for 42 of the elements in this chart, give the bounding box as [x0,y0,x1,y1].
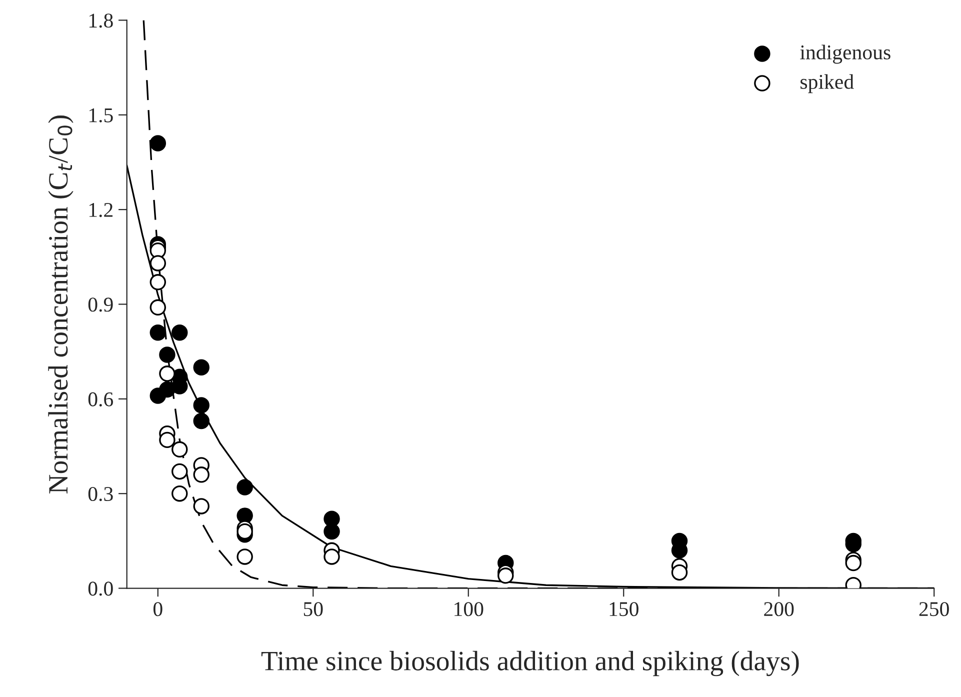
y-tick-label: 0.0 [88,582,113,596]
point [172,441,188,458]
point [172,463,188,480]
point [150,299,166,316]
y-tick-label: 0.3 [88,486,113,502]
point [845,554,862,572]
y-tick-label: 1.8 [89,14,113,28]
point [193,397,210,414]
point [150,274,166,290]
x-tick-label: 150 [610,602,638,616]
point [172,485,188,502]
point [498,568,514,584]
legend-label: indigenous [800,44,890,64]
point [236,479,253,496]
y-axis-title: Normalised concentration (C$_{t}$/C$_{0}$) [48,115,74,494]
point [236,523,253,540]
point [172,324,188,341]
point [159,346,176,363]
point [150,255,166,272]
y-tick-label: 1.5 [89,108,113,122]
point [159,432,176,448]
x-tick-label: 100 [454,602,484,616]
point [324,523,340,540]
point [236,548,253,565]
point [150,324,166,341]
legend-label: spiked [800,74,854,94]
x-tick-label: 200 [764,602,794,616]
y-tick-label: 0.6 [88,392,114,406]
point [150,135,166,152]
y-tick-label: 1.2 [89,202,113,218]
x-axis-title: Time since biosolids addition and spiking (days) [261,650,799,676]
point [159,366,176,382]
point [193,498,210,514]
x-tick-label: 50 [304,602,323,616]
y-tick-label: 0.9 [88,298,113,312]
point [671,564,688,581]
x-tick-label: 0 [153,602,162,616]
point [193,466,210,483]
point [324,548,340,565]
point [193,359,210,376]
x-tick-label: 250 [919,602,949,616]
point [193,412,210,430]
